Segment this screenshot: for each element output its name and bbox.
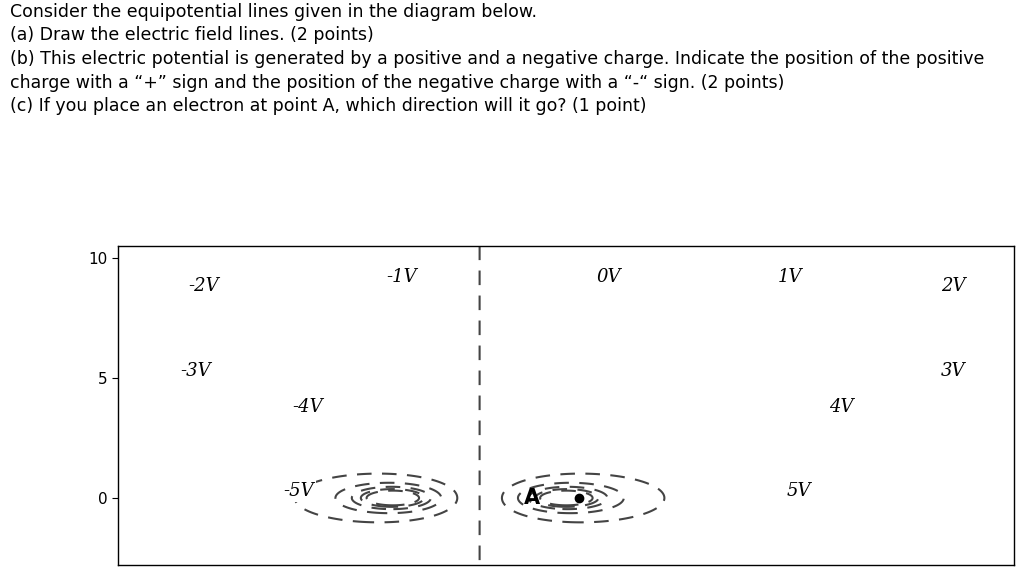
Text: -2V: -2V — [188, 278, 219, 295]
Point — [557, 493, 573, 502]
Point — [557, 493, 573, 502]
Text: 1V: 1V — [777, 268, 802, 286]
Point — [557, 493, 573, 502]
Text: 3V: 3V — [941, 361, 966, 380]
Point — [557, 493, 573, 502]
Text: Consider the equipotential lines given in the diagram below.
(a) Draw the electr: Consider the equipotential lines given i… — [10, 3, 985, 115]
Text: A: A — [524, 488, 540, 508]
Text: 5V: 5V — [786, 482, 811, 500]
Text: -3V: -3V — [180, 361, 211, 380]
Point — [557, 493, 573, 502]
Text: -5V: -5V — [284, 482, 314, 500]
Text: -4V: -4V — [292, 397, 323, 416]
Point — [557, 493, 573, 502]
Point — [557, 493, 573, 502]
Text: -1V: -1V — [387, 268, 418, 286]
Point — [557, 493, 573, 502]
Text: 2V: 2V — [941, 278, 966, 295]
Point — [557, 493, 573, 502]
Point — [557, 493, 573, 502]
Text: 4V: 4V — [829, 397, 854, 416]
Text: 0V: 0V — [597, 268, 622, 286]
Point — [557, 493, 573, 502]
